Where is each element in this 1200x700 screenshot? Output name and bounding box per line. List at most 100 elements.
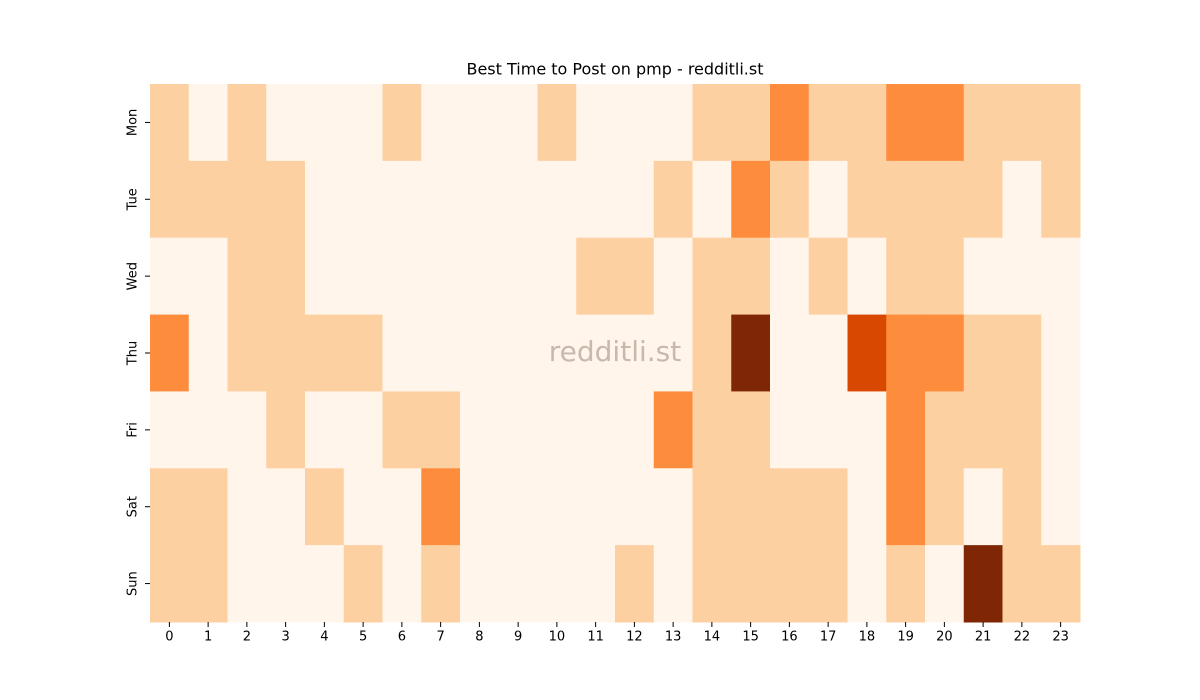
heat-cell	[343, 391, 383, 469]
x-tick-label: 6	[398, 630, 406, 645]
heat-cell	[460, 160, 500, 239]
x-tick-label: 14	[704, 630, 721, 645]
chart-title: Best Time to Post on pmp - redditli.st	[466, 60, 763, 79]
heat-cell	[421, 160, 461, 239]
heat-cell	[808, 237, 848, 316]
heat-cell	[498, 160, 538, 239]
y-tick-label: Fri	[126, 422, 141, 438]
heat-cell	[731, 160, 771, 239]
heat-cell	[460, 314, 500, 392]
heat-cell	[460, 545, 500, 623]
heat-cell	[227, 468, 267, 546]
heat-cell	[305, 314, 345, 392]
heat-cell	[731, 545, 771, 623]
heat-cell	[653, 545, 693, 623]
heat-cell	[305, 160, 345, 239]
x-tick-label: 12	[626, 630, 643, 645]
heat-cell	[227, 84, 267, 162]
heat-cell	[305, 237, 345, 316]
heat-cell	[421, 237, 461, 316]
heat-cell	[615, 237, 655, 316]
heat-cell	[537, 237, 577, 316]
x-tick-label: 8	[475, 630, 483, 645]
y-tick-label: Wed	[126, 262, 141, 290]
heat-cell	[150, 391, 190, 469]
heat-cell	[1041, 314, 1081, 392]
heat-cell	[266, 84, 306, 162]
heat-cell	[421, 84, 461, 162]
heat-cell	[1002, 84, 1042, 162]
heat-cell	[266, 237, 306, 316]
heat-cell	[498, 237, 538, 316]
heat-cell	[576, 160, 616, 239]
heat-cell	[188, 545, 228, 623]
heat-cell	[731, 314, 771, 392]
heat-cell	[963, 237, 1003, 316]
heat-cell	[963, 468, 1003, 546]
heat-cell	[305, 545, 345, 623]
x-tick-label: 4	[320, 630, 328, 645]
heat-cell	[770, 391, 810, 469]
heat-cell	[692, 468, 732, 546]
heat-cell	[808, 314, 848, 392]
heat-cell	[498, 545, 538, 623]
heat-cell	[421, 545, 461, 623]
heat-cell	[963, 160, 1003, 239]
heat-cell	[615, 391, 655, 469]
heat-cell	[963, 391, 1003, 469]
heat-cell	[305, 391, 345, 469]
heat-cell	[847, 545, 887, 623]
heat-cell	[770, 468, 810, 546]
heat-cell	[615, 160, 655, 239]
y-tick-label: Sun	[126, 571, 141, 596]
x-tick-label: 23	[1052, 630, 1069, 645]
heat-cell	[537, 160, 577, 239]
heat-cell	[382, 391, 422, 469]
heat-cell	[615, 468, 655, 546]
heat-cell	[537, 391, 577, 469]
heat-cell	[576, 391, 616, 469]
x-tick-label: 13	[665, 630, 682, 645]
heat-cell	[460, 84, 500, 162]
heat-cell	[227, 545, 267, 623]
heat-cell	[382, 237, 422, 316]
heat-cell	[188, 314, 228, 392]
heat-cell	[692, 314, 732, 392]
heat-cell	[498, 314, 538, 392]
heat-cell	[925, 314, 965, 392]
heat-cell	[537, 314, 577, 392]
heat-cell	[1041, 468, 1081, 546]
heat-cell	[343, 314, 383, 392]
heat-cell	[886, 237, 926, 316]
heat-cell	[498, 391, 538, 469]
heat-cell	[343, 160, 383, 239]
heat-cell	[653, 237, 693, 316]
heat-cell	[847, 160, 887, 239]
heat-cell	[1002, 237, 1042, 316]
heat-cell	[808, 391, 848, 469]
heat-cell	[266, 391, 306, 469]
heat-cell	[150, 545, 190, 623]
heat-cell	[925, 391, 965, 469]
heat-cell	[615, 545, 655, 623]
heat-cell	[847, 314, 887, 392]
heat-cell	[150, 160, 190, 239]
heat-cell	[227, 237, 267, 316]
x-tick-label: 17	[820, 630, 837, 645]
heat-cell	[1002, 160, 1042, 239]
heat-cell	[460, 237, 500, 316]
heat-cell	[382, 84, 422, 162]
heat-cell	[692, 391, 732, 469]
heat-cell	[847, 237, 887, 316]
heat-cell	[343, 237, 383, 316]
heat-cell	[576, 468, 616, 546]
heat-cell	[653, 84, 693, 162]
x-tick-label: 7	[436, 630, 444, 645]
heat-cell	[731, 84, 771, 162]
heat-cell	[188, 391, 228, 469]
heat-cell	[343, 468, 383, 546]
heat-cell	[150, 237, 190, 316]
heat-cell	[770, 314, 810, 392]
x-tick-label: 5	[359, 630, 367, 645]
heat-cell	[1041, 545, 1081, 623]
